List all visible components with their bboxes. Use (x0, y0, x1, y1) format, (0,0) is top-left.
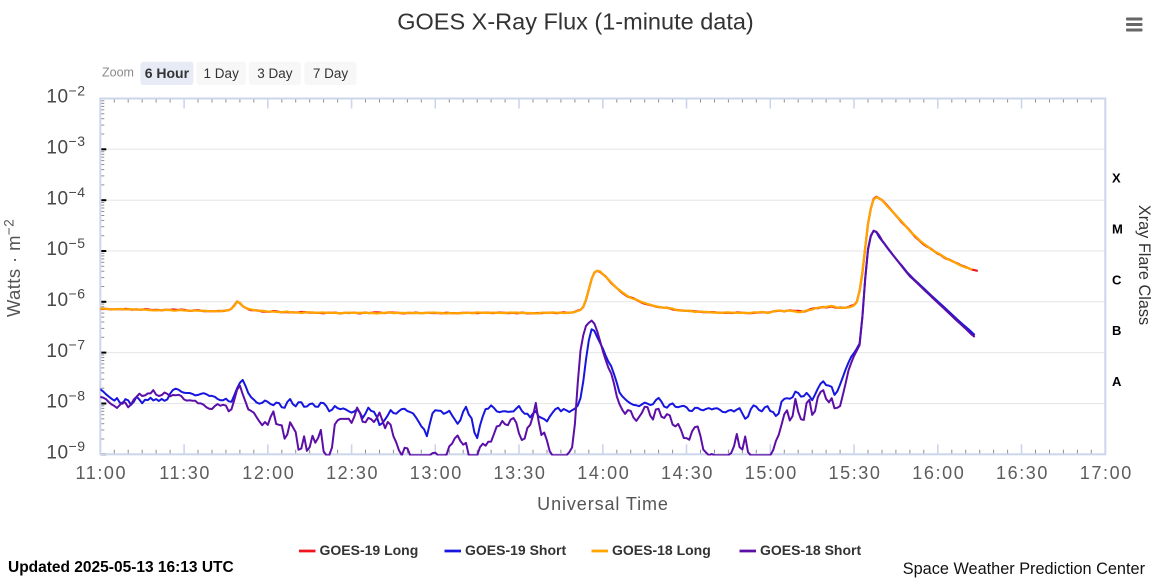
svg-text:Universal Time: Universal Time (537, 494, 669, 514)
svg-text:Watts · m−2: Watts · m−2 (2, 219, 25, 317)
svg-text:14:00: 14:00 (577, 463, 630, 483)
svg-text:6 Hour: 6 Hour (145, 65, 190, 81)
svg-text:11:30: 11:30 (159, 463, 211, 483)
svg-text:11:00: 11:00 (75, 463, 127, 483)
svg-text:X: X (1112, 171, 1121, 186)
svg-text:Zoom: Zoom (102, 66, 134, 80)
svg-text:12:30: 12:30 (326, 463, 379, 483)
svg-text:GOES-18 Short: GOES-18 Short (760, 542, 861, 558)
svg-text:15:00: 15:00 (745, 463, 798, 483)
svg-text:14:30: 14:30 (661, 463, 714, 483)
svg-text:A: A (1112, 374, 1122, 389)
svg-text:15:30: 15:30 (828, 463, 881, 483)
svg-text:GOES-18 Long: GOES-18 Long (612, 542, 711, 558)
svg-text:Xray Flare Class: Xray Flare Class (1135, 205, 1153, 325)
svg-text:13:00: 13:00 (410, 463, 463, 483)
svg-text:Space Weather Prediction Cente: Space Weather Prediction Center (903, 560, 1146, 578)
svg-text:3 Day: 3 Day (257, 66, 293, 81)
svg-text:GOES X-Ray Flux (1-minute data: GOES X-Ray Flux (1-minute data) (397, 9, 754, 35)
svg-text:12:00: 12:00 (242, 463, 295, 483)
svg-text:GOES-19 Short: GOES-19 Short (465, 542, 566, 558)
svg-text:M: M (1112, 222, 1123, 237)
svg-text:7 Day: 7 Day (313, 66, 349, 81)
svg-text:C: C (1112, 272, 1122, 287)
svg-text:1 Day: 1 Day (204, 66, 240, 81)
svg-text:13:30: 13:30 (493, 463, 546, 483)
svg-text:Updated 2025-05-13 16:13 UTC: Updated 2025-05-13 16:13 UTC (8, 559, 234, 576)
svg-text:GOES-19 Long: GOES-19 Long (320, 542, 419, 558)
svg-text:16:30: 16:30 (996, 463, 1049, 483)
svg-text:10−2: 10−2 (46, 82, 85, 107)
svg-text:16:00: 16:00 (912, 463, 965, 483)
svg-text:17:00: 17:00 (1080, 463, 1133, 483)
svg-text:B: B (1112, 323, 1121, 338)
